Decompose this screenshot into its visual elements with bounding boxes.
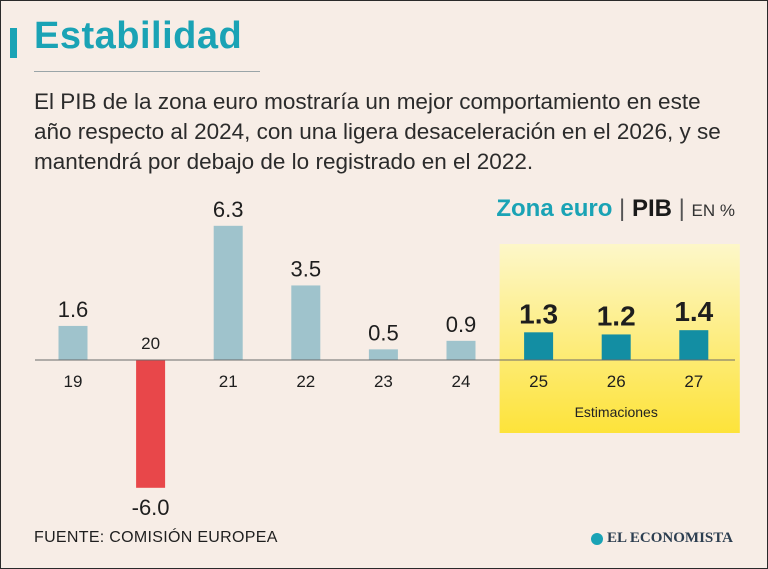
legend-pib: PIB [631,195,672,222]
value-label-25: 1.3 [519,298,558,329]
category-label-21: 21 [219,372,238,391]
value-label-21: 6.3 [213,197,244,222]
bar-26 [601,334,631,360]
category-label-24: 24 [452,372,471,391]
value-label-20: -6.0 [132,495,170,520]
bar-20 [136,360,166,488]
legend-separator-2: | [678,195,685,222]
subtitle: El PIB de la zona euro mostraría un mejo… [34,89,721,174]
logo-text: EL ECONOMISTA [607,530,733,546]
category-label-19: 19 [64,372,83,391]
legend-zona: Zona euro [496,195,613,222]
chart-legend: Zona euro | PIB | EN % [496,195,735,223]
bar-22 [291,285,321,360]
legend-separator-1: | [619,195,626,222]
category-label-22: 22 [296,372,315,391]
category-label-27: 27 [684,372,703,391]
bar-21 [213,225,243,360]
value-label-27: 1.4 [674,296,713,327]
category-label-20: 20 [141,334,160,353]
value-label-24: 0.9 [446,312,477,337]
title-accent-bar [10,28,17,58]
bar-23 [368,349,398,360]
bar-25 [524,332,554,360]
value-label-23: 0.5 [368,320,399,345]
logo-icon [591,532,603,545]
title-divider [34,71,260,72]
bar-24 [446,340,476,360]
category-label-25: 25 [529,372,548,391]
publisher-logo: EL ECONOMISTA [591,530,733,547]
value-label-22: 3.5 [291,256,322,281]
value-label-19: 1.6 [58,297,89,322]
category-label-26: 26 [607,372,626,391]
source-note: FUENTE: COMISIÓN EUROPEA [34,529,278,546]
bar-27 [679,330,709,360]
page-title: Estabilidad [34,15,243,57]
estimates-label: Estimaciones [575,404,658,420]
category-label-23: 23 [374,372,393,391]
bar-19 [58,325,88,360]
legend-unit: EN % [691,201,735,220]
value-label-26: 1.2 [597,300,636,331]
